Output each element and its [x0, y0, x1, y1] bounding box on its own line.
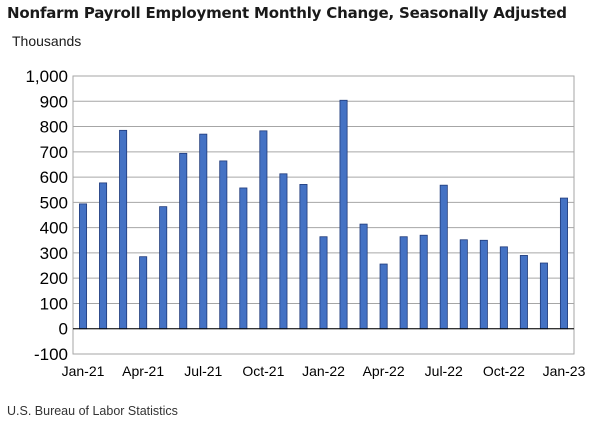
bar — [79, 203, 88, 330]
bar — [259, 130, 268, 330]
axes — [72, 75, 575, 355]
y-tick-label: 900 — [40, 92, 68, 111]
bar — [119, 129, 128, 330]
bar — [279, 173, 288, 330]
x-tick-label: Oct-22 — [483, 363, 525, 379]
y-tick-label: 300 — [40, 244, 68, 263]
bar — [159, 206, 168, 330]
y-axis-ticks: -100 0 100 200 300 400 500 600 700 800 900 1,000 — [25, 67, 68, 364]
y-tick-label: 700 — [40, 143, 68, 162]
bar — [219, 160, 228, 330]
bar — [459, 239, 468, 330]
y-tick-label: 200 — [40, 269, 68, 288]
bar — [239, 187, 248, 330]
x-tick-label: Jan-21 — [62, 363, 105, 379]
y-tick-label: 500 — [40, 193, 68, 212]
x-tick-label: Jan-22 — [302, 363, 345, 379]
bar — [519, 255, 528, 330]
bar — [479, 239, 488, 330]
x-tick-label: Apr-21 — [122, 363, 164, 379]
chart-title: Nonfarm Payroll Employment Monthly Chang… — [7, 4, 567, 22]
x-tick-label: Jul-21 — [184, 363, 222, 379]
source-note: U.S. Bureau of Labor Statistics — [7, 404, 178, 418]
x-axis-ticks: Jan-21 Apr-21 Jul-21 Oct-21 Jan-22 Apr-22 Jul-… — [62, 363, 586, 379]
bar — [379, 263, 388, 330]
bar-series — [79, 99, 568, 330]
y-tick-label: 1,000 — [25, 67, 68, 86]
y-tick-label: 400 — [40, 219, 68, 238]
x-tick-label: Oct-21 — [242, 363, 284, 379]
plot-frame — [72, 75, 575, 355]
bar — [439, 184, 448, 330]
bar — [139, 256, 148, 330]
bar — [399, 236, 408, 330]
bar — [179, 152, 188, 330]
y-tick-label: 100 — [40, 294, 68, 313]
bar — [299, 184, 308, 330]
bar — [499, 246, 508, 330]
x-tick-label: Apr-22 — [363, 363, 405, 379]
x-tick-label: Jul-22 — [425, 363, 463, 379]
y-tick-label: -100 — [34, 345, 68, 364]
y-tick-label: 800 — [40, 118, 68, 137]
bar — [419, 234, 428, 330]
bar — [319, 236, 328, 330]
x-tick-label: Jan-23 — [543, 363, 586, 379]
bar — [339, 99, 348, 330]
bar — [559, 197, 568, 330]
bar — [539, 262, 548, 330]
y-axis-unit-label: Thousands — [12, 33, 82, 49]
bar — [199, 133, 208, 330]
bar — [359, 223, 368, 330]
bar — [99, 182, 108, 330]
y-tick-label: 0 — [59, 320, 68, 339]
y-tick-label: 600 — [40, 168, 68, 187]
